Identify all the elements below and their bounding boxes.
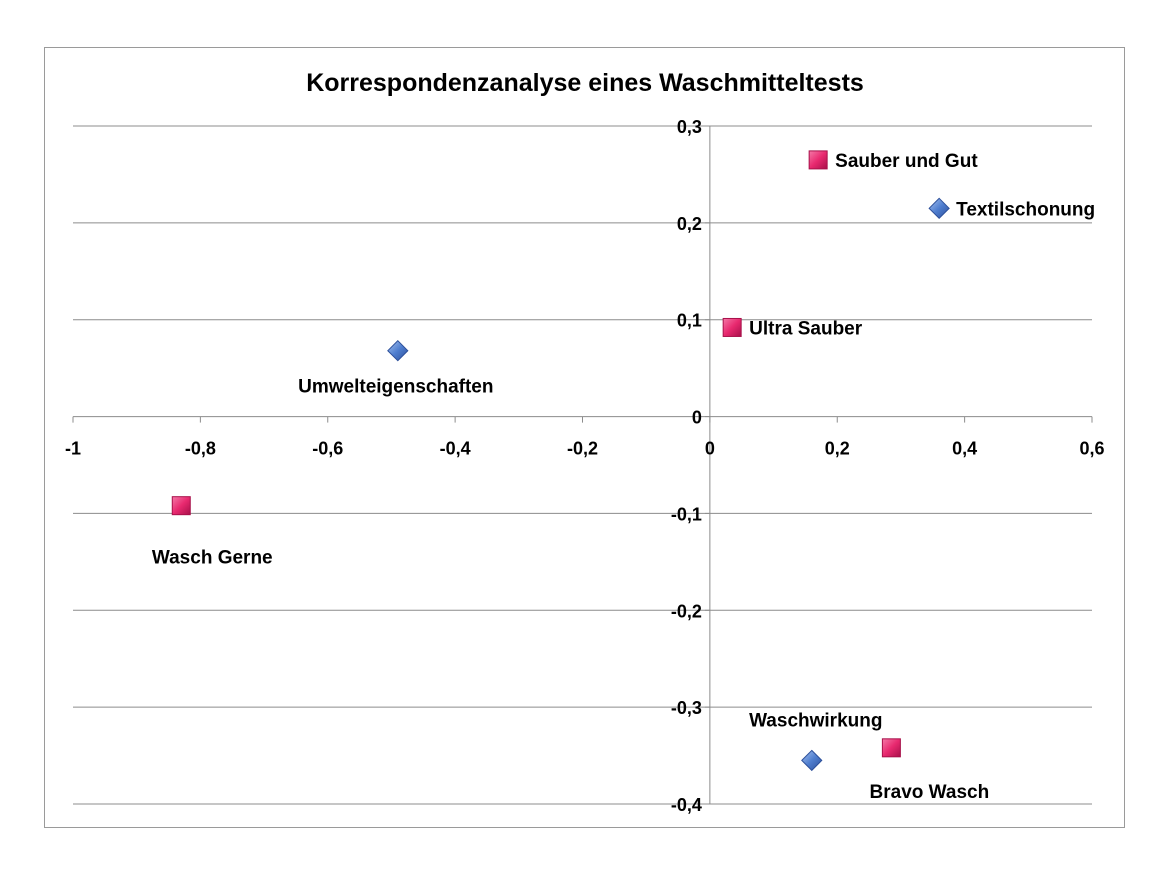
y-tick-label: 0: [692, 408, 702, 428]
tick-labels: 0,3 0,2 0,1 0 -0,1 -0,2 -0,3 -0,4 -1 -0,8 -0,6 -0,4…: [65, 117, 1105, 815]
x-tick-label: 0,6: [1079, 439, 1104, 459]
y-tick-label: -0,2: [671, 601, 702, 621]
data-label: Textilschonung: [956, 199, 1095, 220]
data-label: Waschwirkung: [749, 710, 882, 731]
diamond-marker: [387, 340, 409, 362]
x-tick-label: 0: [705, 439, 715, 459]
data-label: Bravo Wasch: [870, 782, 990, 803]
scatter-chart: Korrespondenzanalyse eines Waschmittelte…: [65, 69, 1105, 815]
y-tick-label: 0,3: [677, 117, 702, 137]
square-marker: [808, 150, 828, 170]
y-tick-label: 0,1: [677, 311, 702, 331]
y-tick-label: -0,1: [671, 504, 702, 524]
square-marker: [881, 738, 901, 758]
data-label: Ultra Sauber: [749, 318, 863, 339]
diamond-marker: [801, 749, 823, 772]
grid-lines: [73, 125, 1092, 805]
data-label: Umwelteigenschaften: [298, 377, 493, 398]
x-tick-label: 0,4: [952, 439, 977, 459]
square-marker: [171, 496, 191, 516]
x-tick-label: -0,6: [312, 439, 343, 459]
x-tick-label: -0,4: [440, 439, 471, 459]
x-tick-label: -0,8: [185, 439, 216, 459]
x-tick-label: -1: [65, 439, 81, 459]
data-label: Sauber und Gut: [835, 151, 978, 172]
y-tick-label: -0,3: [671, 698, 702, 718]
data-label: Wasch Gerne: [152, 548, 273, 569]
data-labels: Textilschonung Umwelteigenschaften Waschwi…: [152, 151, 1095, 803]
chart-area: Korrespondenzanalyse eines Waschmittelte…: [44, 47, 1125, 828]
axes: [72, 125, 1093, 805]
chart-title: Korrespondenzanalyse eines Waschmittelte…: [306, 69, 864, 97]
x-tick-label: -0,2: [567, 439, 598, 459]
data-points: [171, 150, 950, 772]
y-tick-label: 0,2: [677, 214, 702, 234]
y-tick-label: -0,4: [671, 795, 702, 815]
x-tick-label: 0,2: [825, 439, 850, 459]
diamond-marker: [928, 197, 950, 220]
square-marker: [722, 317, 742, 337]
